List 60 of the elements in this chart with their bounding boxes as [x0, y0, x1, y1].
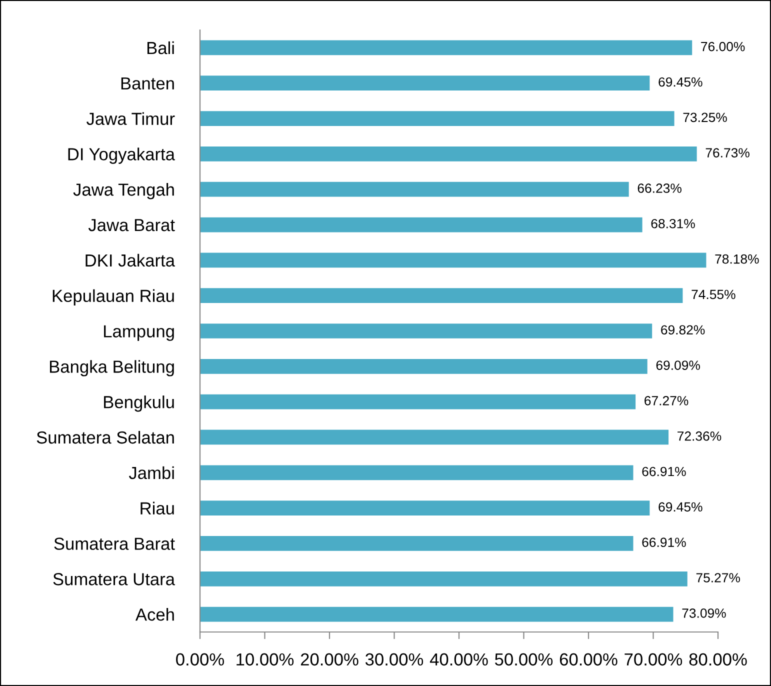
data-label: 69.09%	[656, 360, 700, 370]
data-label: 67.27%	[644, 396, 688, 406]
y-tick-label: Jambi	[128, 466, 174, 480]
bar	[200, 40, 692, 56]
bar	[200, 288, 683, 304]
data-label: 72.36%	[678, 431, 722, 441]
bar	[200, 500, 650, 516]
y-tick-label: Jawa Timur	[86, 112, 175, 125]
y-tick-label: Lampung	[104, 325, 174, 341]
y-tick-label: Sumatera Selatan	[36, 430, 174, 444]
y-tick-label: Sumatera Utara	[53, 573, 176, 586]
bar	[200, 324, 652, 338]
data-label: 75.27%	[696, 573, 740, 582]
bar	[200, 76, 650, 91]
x-tick-label: 80.00%	[689, 653, 747, 666]
bar	[200, 146, 697, 162]
y-tick-label: Sumatera Barat	[54, 538, 175, 550]
data-label: 69.45%	[658, 77, 702, 87]
x-tick-label: 50.00%	[495, 653, 553, 666]
data-label: 66.91%	[642, 538, 686, 548]
bar	[200, 252, 706, 268]
bar	[200, 571, 688, 586]
data-label: 69.45%	[658, 502, 702, 512]
bar	[200, 358, 648, 374]
y-tick-label: DKI Jakarta	[86, 254, 176, 267]
bar	[200, 536, 634, 551]
data-label: 68.31%	[651, 218, 695, 228]
x-tick-label: 0.00%	[176, 653, 224, 666]
data-label: 78.18%	[715, 254, 759, 264]
x-tick-label: 40.00%	[430, 653, 488, 666]
data-label: 73.09%	[682, 608, 726, 618]
bar	[200, 430, 669, 445]
y-tick-label: Kepulauan Riau	[52, 289, 174, 306]
data-label: 66.91%	[642, 466, 686, 476]
x-tick-label: 20.00%	[300, 653, 358, 666]
y-tick-label: Bali	[147, 41, 174, 54]
data-label: 69.82%	[661, 325, 705, 335]
bar	[200, 606, 674, 622]
y-tick-label: Bangka Belitung	[50, 360, 174, 376]
bar	[200, 111, 674, 126]
bar	[200, 217, 642, 232]
data-label: 66.23%	[638, 184, 682, 193]
data-label: 76.73%	[706, 148, 750, 158]
y-tick-label: Banten	[121, 77, 174, 90]
x-tick-label: 60.00%	[560, 653, 618, 666]
bar	[200, 465, 634, 480]
data-label: 76.00%	[701, 42, 745, 52]
x-tick-label: 10.00%	[236, 653, 294, 666]
y-tick-label: Jawa Barat	[88, 219, 175, 232]
x-tick-label: 30.00%	[365, 653, 424, 666]
y-tick-label: Bengkulu	[104, 396, 174, 412]
y-tick-label: Riau	[140, 502, 174, 515]
y-tick-label: Jawa Tengah	[73, 183, 174, 200]
x-tick-label: 70.00%	[624, 653, 682, 666]
y-tick-label: DI Yogyakarta	[68, 148, 176, 164]
bar	[200, 182, 629, 197]
bar	[200, 394, 636, 410]
data-label: 74.55%	[692, 290, 736, 300]
data-label: 73.25%	[683, 112, 727, 122]
y-tick-label: Aceh	[135, 608, 174, 621]
